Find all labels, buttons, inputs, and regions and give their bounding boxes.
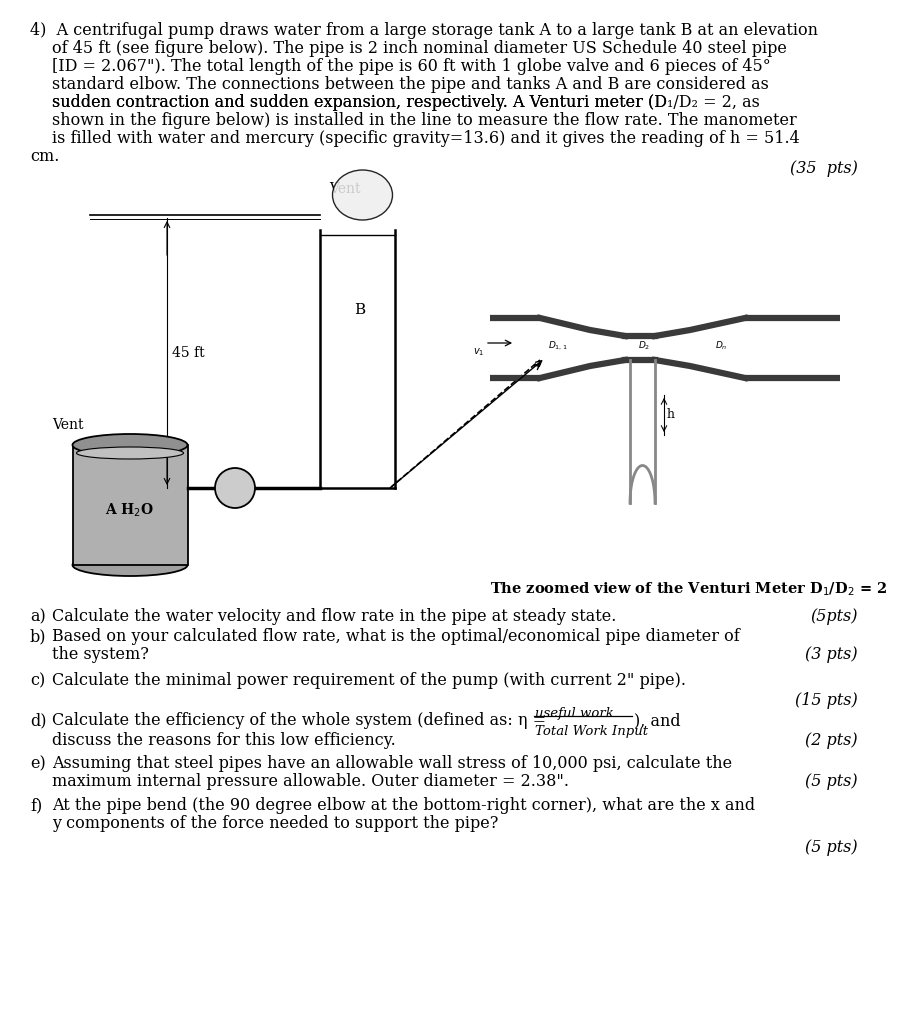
Text: Vent: Vent: [329, 182, 361, 196]
Text: (5 pts): (5 pts): [805, 839, 858, 856]
Text: (2 pts): (2 pts): [805, 732, 858, 749]
Text: 4)  A centrifugal pump draws water from a large storage tank A to a large tank B: 4) A centrifugal pump draws water from a…: [30, 22, 818, 39]
Ellipse shape: [73, 434, 188, 456]
Text: h: h: [667, 409, 675, 422]
Text: discuss the reasons for this low efficiency.: discuss the reasons for this low efficie…: [52, 732, 395, 749]
Text: d): d): [30, 712, 46, 729]
Text: useful work: useful work: [535, 707, 614, 720]
Text: sudden contraction and sudden expansion, respectively. A Venturi meter (D₁/D₂ = : sudden contraction and sudden expansion,…: [52, 94, 760, 111]
Text: $D_n$: $D_n$: [715, 340, 728, 352]
Text: of 45 ft (see figure below). The pipe is 2 inch nominal diameter US Schedule 40 : of 45 ft (see figure below). The pipe is…: [52, 40, 787, 57]
Text: $D_2$: $D_2$: [638, 340, 650, 352]
Text: Total Work Input: Total Work Input: [535, 725, 648, 738]
Text: a): a): [30, 608, 46, 625]
Text: (35  pts): (35 pts): [790, 160, 858, 177]
Text: Calculate the water velocity and flow rate in the pipe at steady state.: Calculate the water velocity and flow ra…: [52, 608, 617, 625]
Text: Vent: Vent: [52, 418, 84, 432]
Text: cm.: cm.: [30, 148, 59, 165]
Text: [ID = 2.067"). The total length of the pipe is 60 ft with 1 globe valve and 6 pi: [ID = 2.067"). The total length of the p…: [52, 58, 771, 75]
Text: Calculate the minimal power requirement of the pump (with current 2" pipe).: Calculate the minimal power requirement …: [52, 672, 686, 689]
Text: y components of the force needed to support the pipe?: y components of the force needed to supp…: [52, 815, 498, 831]
Text: f): f): [30, 797, 42, 814]
Bar: [73, 445, 188, 565]
Text: b): b): [30, 628, 46, 645]
Text: (15 pts): (15 pts): [795, 692, 858, 709]
Text: (5pts): (5pts): [811, 608, 858, 625]
Text: Assuming that steel pipes have an allowable wall stress of 10,000 psi, calculate: Assuming that steel pipes have an allowa…: [52, 755, 732, 772]
Text: $v_1$: $v_1$: [473, 346, 485, 357]
Ellipse shape: [77, 447, 183, 459]
Text: The zoomed view of the Venturi Meter D$_1$/D$_2$ = 2: The zoomed view of the Venturi Meter D$_…: [490, 580, 887, 598]
Text: e): e): [30, 755, 46, 772]
Text: ), and: ), and: [634, 712, 681, 729]
Text: c): c): [30, 672, 46, 689]
Text: At the pipe bend (the 90 degree elbow at the bottom-right corner), what are the : At the pipe bend (the 90 degree elbow at…: [52, 797, 755, 814]
Text: standard elbow. The connections between the pipe and tanks A and B are considere: standard elbow. The connections between …: [52, 76, 769, 93]
Text: 45 ft: 45 ft: [172, 346, 205, 360]
Text: Based on your calculated flow rate, what is the optimal/economical pipe diameter: Based on your calculated flow rate, what…: [52, 628, 740, 645]
Text: $D_{1,1}$: $D_{1,1}$: [548, 340, 568, 352]
Ellipse shape: [73, 554, 188, 575]
Circle shape: [215, 468, 255, 508]
Text: the system?: the system?: [52, 646, 148, 663]
Text: B: B: [354, 303, 365, 317]
Text: sudden contraction and sudden expansion, respectively. A Venturi meter (D: sudden contraction and sudden expansion,…: [52, 94, 667, 111]
Text: Calculate the efficiency of the whole system (defined as: η =: Calculate the efficiency of the whole sy…: [52, 712, 551, 729]
Text: (3 pts): (3 pts): [805, 646, 858, 663]
Text: maximum internal pressure allowable. Outer diameter = 2.38".: maximum internal pressure allowable. Out…: [52, 773, 569, 790]
Ellipse shape: [333, 170, 393, 220]
Text: is filled with water and mercury (specific gravity=13.6) and it gives the readin: is filled with water and mercury (specif…: [52, 130, 800, 147]
Text: A H$_2$O: A H$_2$O: [106, 502, 155, 519]
Text: shown in the figure below) is installed in the line to measure the flow rate. Th: shown in the figure below) is installed …: [52, 112, 797, 129]
Text: (5 pts): (5 pts): [805, 773, 858, 790]
